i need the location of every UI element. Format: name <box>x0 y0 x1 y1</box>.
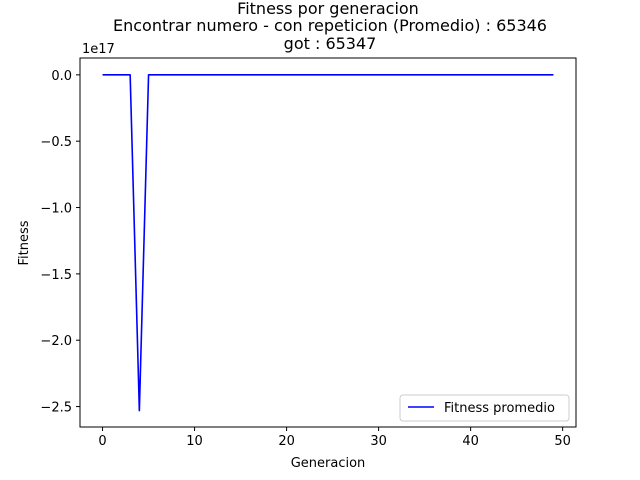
x-tick-label: 30 <box>370 434 387 449</box>
x-axis-ticks: 0 10 20 30 40 50 <box>98 427 571 449</box>
x-tick-label: 10 <box>186 434 203 449</box>
x-tick-label: 40 <box>462 434 479 449</box>
x-tick-label: 0 <box>98 434 106 449</box>
x-axis-label: Generacion <box>291 456 366 471</box>
y-tick-label: −2.5 <box>40 401 72 416</box>
y-tick-label: −1.5 <box>40 268 72 283</box>
y-axis-label: Fitness <box>17 220 32 265</box>
x-tick-label: 20 <box>278 434 295 449</box>
chart-title-line-3: got : 65347 <box>284 34 377 53</box>
y-tick-label: −2.0 <box>40 334 72 349</box>
x-tick-label: 50 <box>554 434 571 449</box>
legend: Fitness promedio <box>399 394 570 422</box>
series-line-fitness-promedio <box>102 74 554 412</box>
y-tick-label: −0.5 <box>40 135 72 150</box>
chart-title-line-2: Encontrar numero - con repeticion (Prome… <box>113 16 547 35</box>
y-axis-ticks: 0.0 −0.5 −1.0 −1.5 −2.0 −2.5 <box>40 69 80 416</box>
y-tick-label: −1.0 <box>40 202 72 217</box>
plot-area <box>102 74 554 412</box>
y-offset-text: 1e17 <box>82 42 115 57</box>
legend-box <box>399 394 570 422</box>
chart-title-line-1: Fitness por generacion <box>237 0 419 18</box>
legend-label-fitness-promedio: Fitness promedio <box>444 401 555 416</box>
axes-frame <box>79 57 577 428</box>
y-tick-label: 0.0 <box>51 69 72 84</box>
